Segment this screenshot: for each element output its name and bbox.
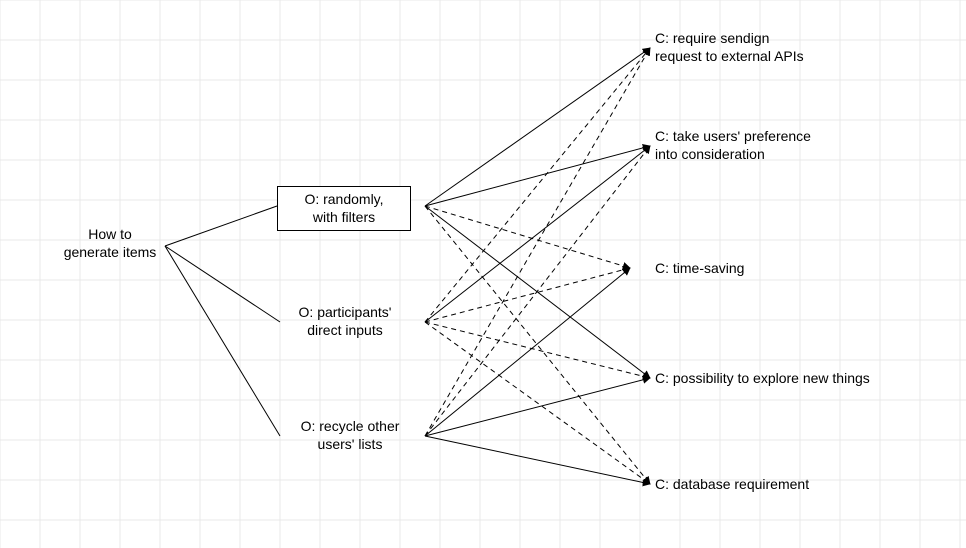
node-c4-line0: C: possibility to explore new things <box>655 370 870 386</box>
node-c5-line0: C: database requirement <box>655 476 809 492</box>
edge-opt2-c1 <box>425 48 650 322</box>
edge-opt3-c1 <box>425 48 650 436</box>
diagram-stage: { "canvas": { "width": 966, "height": 54… <box>0 0 966 548</box>
edge-root-opt3 <box>165 246 280 436</box>
node-opt1: O: randomly, with filters <box>277 186 411 231</box>
edge-opt2-c2 <box>425 146 650 322</box>
node-opt3: O: recycle other users' lists <box>280 418 420 453</box>
node-root-line1: generate items <box>64 244 157 260</box>
node-opt3-line0: O: recycle other <box>301 418 400 434</box>
edge-opt1-c1 <box>425 48 650 206</box>
node-c2: C: take users' preference into considerat… <box>655 128 885 163</box>
edge-opt3-c3 <box>425 268 630 436</box>
node-opt1-line1: with filters <box>313 209 375 225</box>
edge-opt3-c2 <box>425 146 650 436</box>
node-opt1-line0: O: randomly, <box>304 191 383 207</box>
edge-opt2-c4 <box>425 322 650 378</box>
edge-opt1-c4 <box>425 206 650 378</box>
node-root: How to generate items <box>55 226 165 261</box>
node-c5: C: database requirement <box>655 476 885 494</box>
edge-opt1-c5 <box>425 206 650 484</box>
node-opt2-line1: direct inputs <box>307 322 382 338</box>
node-c3: C: time-saving <box>655 260 885 278</box>
node-opt2: O: participants' direct inputs <box>280 304 410 339</box>
node-opt2-line0: O: participants' <box>299 304 392 320</box>
node-c1-line0: C: require sendign <box>655 30 769 46</box>
node-opt3-line1: users' lists <box>318 436 383 452</box>
edge-root-opt2 <box>165 246 280 322</box>
node-c3-line0: C: time-saving <box>655 260 744 276</box>
node-c2-line1: into consideration <box>655 146 765 162</box>
edge-opt3-c4 <box>425 378 650 436</box>
node-c1: C: require sendign request to external AP… <box>655 30 885 65</box>
node-root-line0: How to <box>88 226 132 242</box>
edge-opt1-c2 <box>425 146 650 206</box>
node-c4: C: possibility to explore new things <box>655 370 935 388</box>
node-c1-line1: request to external APIs <box>655 48 804 64</box>
edge-opt2-c3 <box>425 268 630 322</box>
node-c2-line0: C: take users' preference <box>655 128 811 144</box>
edge-opt1-c3 <box>425 206 630 268</box>
